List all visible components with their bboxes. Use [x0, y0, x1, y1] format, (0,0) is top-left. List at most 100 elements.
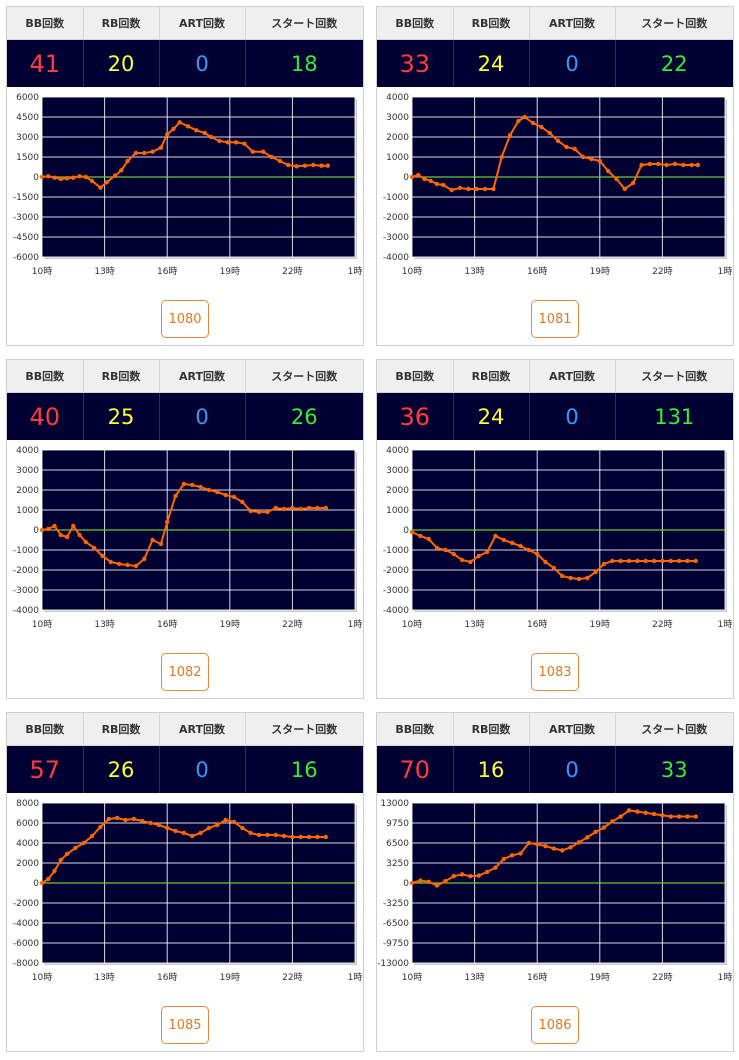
data-point [298, 506, 303, 512]
x-tick-label: 16時 [527, 972, 547, 983]
y-tick-label: 9750 [386, 819, 409, 829]
x-tick-label: 22時 [282, 266, 302, 277]
data-point [449, 187, 454, 193]
data-point [290, 505, 295, 511]
data-point [605, 168, 611, 174]
data-point [459, 872, 465, 877]
x-tick-label: 10時 [402, 972, 422, 983]
data-point [526, 547, 532, 553]
y-tick-label: 8000 [16, 799, 39, 809]
data-point [290, 834, 295, 840]
data-point [482, 186, 488, 192]
data-point [46, 526, 51, 532]
data-point [535, 842, 540, 847]
machine-number-button[interactable]: 1085 [161, 1006, 209, 1044]
bb-header: BB回数 [7, 7, 84, 40]
balance-chart: 13000 9750 6500 3250 0 -3250 -6500 -9750 -13000 1… [377, 799, 732, 983]
data-point [622, 186, 628, 192]
stats-table: BB回数 RB回数 ART回数 スタート回数 33 24 0 22 [377, 7, 733, 87]
y-tick-label: -3000 [13, 213, 39, 223]
balance-chart: 4000 3000 2000 1000 0 -1000 -2000 -3000 -4000 10時… [383, 446, 733, 630]
x-tick-label: 19時 [220, 619, 240, 630]
data-point [273, 832, 278, 838]
data-point [64, 176, 70, 181]
data-point [672, 161, 678, 167]
data-point [422, 176, 427, 182]
data-point [190, 482, 195, 488]
rb-header: RB回数 [83, 713, 160, 746]
data-point [560, 848, 565, 853]
start-header: スタート回数 [615, 360, 733, 393]
data-point [165, 132, 170, 137]
data-point [89, 178, 95, 184]
y-tick-label: 2000 [16, 486, 39, 496]
y-tick-label: 6000 [16, 819, 39, 829]
data-point [91, 545, 97, 551]
machine-number-button[interactable]: 1080 [161, 300, 209, 338]
y-tick-label: 3250 [386, 859, 409, 869]
data-point [676, 814, 682, 819]
bb-count: 36 [377, 392, 454, 440]
data-point [240, 499, 245, 505]
data-point [269, 154, 274, 160]
bb-count: 33 [377, 39, 454, 87]
y-tick-label: 3000 [16, 466, 39, 476]
data-point [643, 558, 648, 564]
y-tick-label: -3000 [383, 233, 409, 243]
x-tick-label: 1時 [718, 266, 733, 277]
data-point [181, 830, 187, 836]
x-tick-label: 22時 [652, 619, 672, 630]
y-tick-label: -8000 [13, 959, 39, 969]
machine-number-button[interactable]: 1083 [531, 653, 579, 691]
rb-header: RB回数 [453, 713, 530, 746]
rb-count: 24 [453, 392, 530, 440]
data-point [459, 557, 465, 563]
data-point [468, 874, 473, 879]
data-point [476, 553, 481, 559]
machine-number-button[interactable]: 1082 [161, 653, 209, 691]
data-point [551, 565, 557, 571]
rb-count: 20 [83, 39, 160, 87]
data-point [206, 825, 212, 831]
stats-table: BB回数 RB回数 ART回数 スタート回数 70 16 0 33 [377, 713, 733, 793]
data-point [108, 559, 114, 565]
data-point [248, 508, 253, 514]
data-point [451, 551, 456, 557]
bb-count: 70 [377, 745, 454, 793]
data-point [52, 523, 57, 529]
machine-number-button[interactable]: 1086 [531, 1006, 579, 1044]
y-tick-label: -2000 [383, 566, 409, 576]
data-point [693, 558, 698, 564]
data-point [311, 162, 316, 168]
data-point [114, 815, 120, 821]
y-tick-label: -2000 [383, 213, 409, 223]
start-count: 131 [615, 392, 733, 440]
data-point [323, 834, 328, 840]
x-tick-label: 10時 [402, 266, 422, 277]
data-point [651, 558, 657, 564]
data-point [223, 817, 228, 823]
data-point [52, 175, 57, 180]
data-point [593, 569, 598, 575]
data-point [225, 140, 230, 145]
y-tick-label: 6500 [386, 839, 409, 849]
data-point [325, 163, 331, 168]
data-point [409, 174, 415, 180]
data-point [501, 537, 507, 543]
data-point [315, 834, 320, 840]
y-tick-label: 0 [33, 173, 39, 183]
x-tick-label: 19時 [590, 266, 610, 277]
start-count: 26 [245, 392, 363, 440]
data-point [173, 828, 178, 834]
data-point [610, 819, 615, 824]
data-point [150, 149, 155, 154]
data-point [564, 144, 569, 150]
y-tick-label: -6500 [383, 919, 409, 929]
data-point [123, 817, 128, 823]
x-tick-label: 1時 [348, 972, 363, 983]
stats-table: BB回数 RB回数 ART回数 スタート回数 41 20 0 18 [7, 7, 363, 87]
y-tick-label: 2000 [386, 133, 409, 143]
data-point [64, 534, 70, 540]
data-point [499, 154, 504, 160]
machine-number-button[interactable]: 1081 [531, 300, 579, 338]
